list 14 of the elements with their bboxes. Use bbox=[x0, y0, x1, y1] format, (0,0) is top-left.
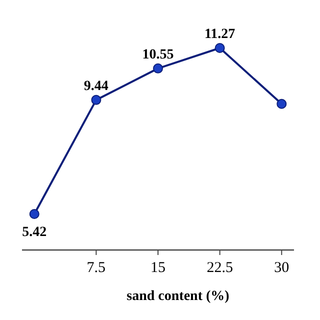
data-label: 11.27 bbox=[204, 27, 236, 42]
x-tick-label: 15 bbox=[150, 260, 166, 276]
data-label: 10.55 bbox=[142, 47, 174, 62]
x-tick-label: 30 bbox=[274, 260, 290, 276]
x-tick-label: 7.5 bbox=[86, 260, 106, 276]
x-axis-title: sand content (%) bbox=[126, 289, 230, 304]
data-label: 9.44 bbox=[84, 78, 108, 94]
data-label: 5.42 bbox=[22, 225, 47, 240]
point bbox=[153, 63, 163, 74]
point bbox=[276, 98, 287, 109]
point bbox=[29, 209, 40, 219]
point bbox=[91, 94, 102, 105]
x-tick-label: 22.5 bbox=[206, 260, 233, 276]
point bbox=[214, 43, 225, 53]
